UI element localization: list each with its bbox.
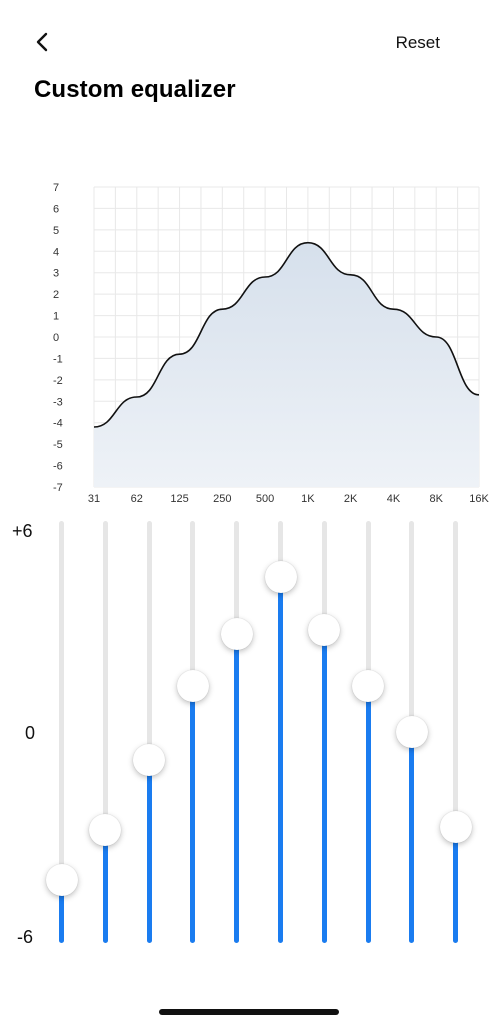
y-tick-label: -6	[53, 461, 63, 473]
slider-fill	[59, 879, 64, 943]
scale-label-bottom: -6	[17, 927, 34, 947]
band-slider-8k[interactable]	[395, 521, 428, 943]
x-tick-label: 62	[131, 493, 143, 505]
y-tick-label: -4	[53, 418, 63, 430]
slider-track[interactable]	[453, 521, 459, 943]
slider-knob[interactable]	[45, 863, 78, 896]
x-tick-label: 2K	[344, 493, 358, 505]
band-slider-500[interactable]	[220, 521, 253, 943]
slider-fill	[278, 577, 283, 943]
slider-knob[interactable]	[89, 814, 122, 847]
x-tick-label: 4K	[387, 493, 401, 505]
band-slider-250[interactable]	[176, 521, 209, 943]
band-slider-62[interactable]	[89, 521, 122, 943]
y-tick-label: -3	[53, 396, 63, 408]
x-tick-label: 16K	[469, 493, 489, 505]
band-slider-31[interactable]	[45, 521, 78, 943]
band-slider-2k[interactable]	[308, 521, 341, 943]
slider-track[interactable]	[102, 521, 108, 943]
y-tick-label: -5	[53, 439, 63, 451]
home-indicator	[159, 1009, 339, 1015]
y-tick-label: 5	[53, 225, 59, 237]
y-tick-label: 1	[53, 311, 59, 323]
x-tick-label: 125	[170, 493, 188, 505]
curve-area	[94, 242, 479, 487]
slider-fill	[102, 830, 108, 943]
band-slider-16k[interactable]	[439, 521, 472, 943]
band-slider-4k[interactable]	[352, 521, 385, 943]
slider-fill	[409, 732, 415, 943]
slider-knob[interactable]	[439, 810, 472, 843]
band-slider-1k[interactable]	[264, 521, 297, 943]
slider-knob[interactable]	[308, 614, 341, 647]
slider-track[interactable]	[59, 521, 64, 943]
slider-fill	[190, 686, 196, 943]
y-tick-label: 4	[53, 246, 59, 258]
equalizer-curve-chart: 7 6 5 4 3 2 1 0 -1 -2 -3 -4 -5 -6 -7 31 62 125 250 500 1K 2K 4…	[53, 182, 489, 505]
slider-fill	[321, 630, 327, 943]
y-tick-label: -2	[53, 375, 63, 387]
y-tick-label: 6	[53, 203, 59, 215]
slider-track[interactable]	[146, 521, 152, 943]
chevron-left-icon	[36, 32, 48, 52]
y-tick-label: 0	[53, 332, 59, 344]
x-tick-label: 250	[213, 493, 231, 505]
x-tick-label: 500	[256, 493, 274, 505]
x-tick-label: 31	[88, 493, 100, 505]
band-slider-125[interactable]	[133, 521, 166, 943]
slider-knob[interactable]	[220, 617, 253, 650]
y-tick-label: -1	[53, 353, 63, 365]
slider-fill	[453, 826, 459, 943]
slider-fill	[234, 633, 240, 943]
slider-knob[interactable]	[264, 561, 297, 594]
slider-knob[interactable]	[133, 744, 166, 777]
x-tick-label: 1K	[301, 493, 315, 505]
curve-line	[93, 241, 480, 428]
back-button[interactable]	[30, 30, 54, 54]
x-tick-label: 8K	[429, 493, 443, 505]
slider-knob[interactable]	[352, 670, 385, 703]
page-title: Custom equalizer	[34, 76, 236, 103]
scale-label-mid: 0	[25, 723, 36, 743]
slider-fill	[365, 686, 371, 943]
slider-fill	[146, 760, 152, 943]
y-tick-label: 3	[53, 268, 59, 280]
y-tick-label: 2	[53, 289, 59, 301]
scale-label-top: +6	[12, 521, 33, 541]
slider-knob[interactable]	[176, 670, 209, 703]
reset-button[interactable]: Reset	[395, 33, 440, 52]
y-tick-label: 7	[53, 182, 59, 194]
y-tick-label: -7	[53, 482, 63, 494]
slider-knob[interactable]	[395, 716, 428, 748]
